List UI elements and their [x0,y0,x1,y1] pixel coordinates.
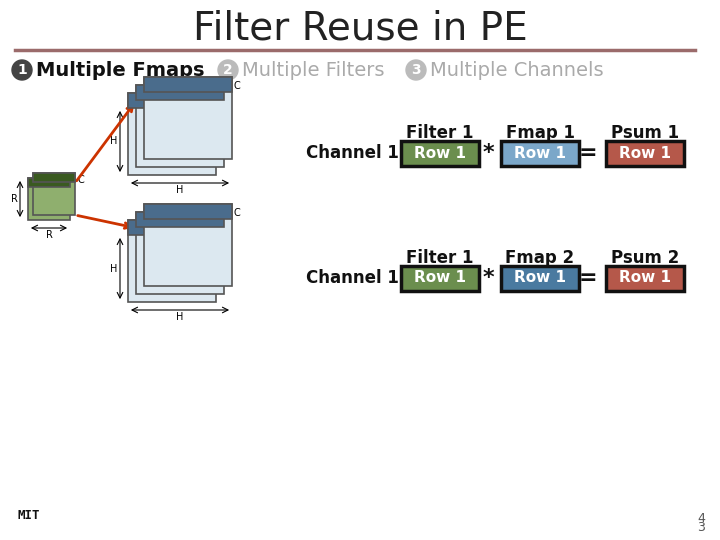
Text: C: C [234,208,240,218]
Bar [136,212,224,294]
Text: Psum 2: Psum 2 [611,249,679,267]
Bar [33,173,75,182]
Text: 3: 3 [697,521,705,534]
Text: R: R [11,194,17,204]
Text: =: = [579,268,598,288]
Bar [28,178,70,220]
Text: =: = [579,143,598,163]
Text: Channel 1: Channel 1 [305,144,398,162]
Text: Multiple Filters: Multiple Filters [242,60,384,79]
Bar [401,266,479,291]
Text: Filter 1: Filter 1 [406,124,474,142]
Text: Multiple Fmaps: Multiple Fmaps [36,60,204,79]
Bar [128,93,216,108]
Text: Multiple Channels: Multiple Channels [430,60,603,79]
Text: Row 1: Row 1 [514,145,566,160]
Bar [128,220,216,302]
Bar [136,212,224,227]
Text: H: H [110,137,117,146]
Text: 3: 3 [411,63,420,77]
Bar [144,77,232,92]
Bar [136,85,224,167]
Bar [144,204,232,286]
Bar [401,140,479,165]
Text: Filter Reuse in PE: Filter Reuse in PE [193,9,527,47]
Text: Psum 1: Psum 1 [611,124,679,142]
Text: Filter 1: Filter 1 [406,249,474,267]
Circle shape [406,60,426,80]
Bar [606,140,684,165]
Text: R: R [45,230,53,240]
Bar [501,266,579,291]
Text: 2: 2 [223,63,233,77]
Text: 1: 1 [17,63,27,77]
Text: Channel 1: Channel 1 [305,269,398,287]
Bar [136,85,224,100]
Text: *: * [482,268,494,288]
Text: H: H [110,264,117,273]
Text: 4: 4 [697,512,705,525]
Text: H: H [176,185,184,195]
Text: Row 1: Row 1 [414,271,466,286]
Bar [128,220,216,235]
Bar [33,173,75,215]
Text: Row 1: Row 1 [619,271,671,286]
Bar [144,77,232,159]
Text: Row 1: Row 1 [414,145,466,160]
Circle shape [12,60,32,80]
Text: *: * [482,143,494,163]
Bar [128,93,216,175]
Text: H: H [176,312,184,322]
Text: Row 1: Row 1 [514,271,566,286]
Bar [606,266,684,291]
Text: C: C [234,81,240,91]
Bar [28,178,70,187]
Text: Fmap 2: Fmap 2 [505,249,575,267]
Circle shape [218,60,238,80]
Text: Fmap 1: Fmap 1 [505,124,575,142]
Text: MIT: MIT [18,509,40,522]
Bar [501,140,579,165]
Text: C: C [77,175,84,185]
Bar [144,204,232,219]
Text: Row 1: Row 1 [619,145,671,160]
